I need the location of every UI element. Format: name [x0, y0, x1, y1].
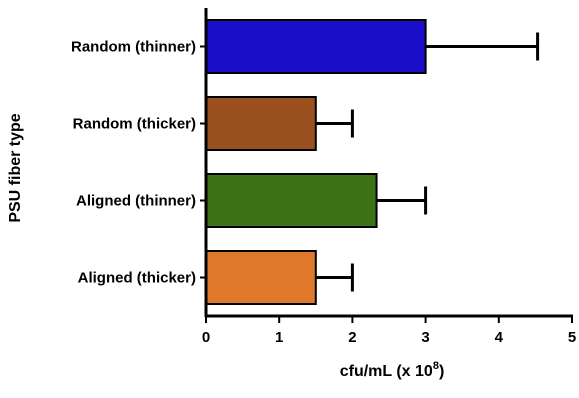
bar: [205, 173, 378, 228]
bar: [205, 250, 317, 305]
x-axis-title-main: cfu/mL (x 10: [340, 363, 433, 380]
x-tick-label: 0: [202, 329, 210, 346]
bar: [205, 19, 427, 74]
x-tick-label: 3: [421, 329, 429, 346]
y-axis-title: PSU fiber type: [7, 113, 24, 222]
error-bars-layer: [315, 32, 540, 292]
x-axis-title-exponent: 8: [433, 360, 439, 372]
category-label: Random (thicker): [73, 116, 196, 133]
x-axis-title: cfu/mL (x 108): [340, 360, 445, 380]
x-tick-label: 4: [495, 329, 504, 346]
x-tick-label: 5: [568, 329, 576, 346]
x-axis-title-close: ): [439, 363, 444, 380]
axes-layer: [200, 8, 573, 323]
x-tick-label: 2: [348, 329, 356, 346]
bar: [205, 96, 317, 151]
category-label: Aligned (thinner): [76, 193, 196, 210]
labels-layer: Random (thinner) Random (thicker) Aligned …: [71, 39, 576, 347]
category-label: Random (thinner): [71, 39, 196, 56]
bars-layer: [205, 19, 427, 305]
x-tick-label: 1: [275, 329, 283, 346]
category-label: Aligned (thicker): [78, 270, 196, 287]
